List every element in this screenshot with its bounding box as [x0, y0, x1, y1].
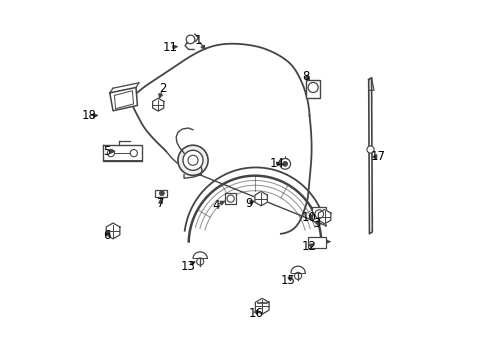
Text: 8: 8 [302, 69, 310, 82]
Polygon shape [152, 98, 164, 111]
Text: 2: 2 [159, 82, 166, 95]
Polygon shape [368, 78, 372, 234]
Polygon shape [106, 223, 120, 239]
Text: 5: 5 [103, 145, 111, 158]
Circle shape [283, 161, 288, 166]
Circle shape [196, 258, 204, 265]
Text: 10: 10 [302, 211, 317, 224]
Polygon shape [255, 298, 269, 314]
Text: 13: 13 [180, 260, 195, 273]
Circle shape [183, 150, 203, 170]
Text: 18: 18 [81, 109, 97, 122]
Circle shape [367, 146, 374, 153]
Text: 7: 7 [157, 197, 165, 210]
Bar [308, 237, 326, 248]
Polygon shape [255, 192, 268, 206]
Polygon shape [318, 210, 331, 224]
Bar [313, 207, 326, 221]
Circle shape [315, 210, 323, 219]
Bar [155, 190, 167, 197]
Text: 16: 16 [248, 307, 263, 320]
Circle shape [178, 145, 208, 175]
Circle shape [294, 273, 302, 279]
Circle shape [308, 82, 318, 93]
Circle shape [130, 149, 137, 157]
Text: 11: 11 [162, 41, 177, 54]
Circle shape [227, 195, 234, 202]
Circle shape [280, 158, 291, 169]
Polygon shape [102, 145, 142, 161]
Text: 15: 15 [281, 274, 295, 287]
Text: 14: 14 [270, 157, 285, 170]
Bar [225, 193, 236, 204]
Text: 17: 17 [370, 150, 385, 163]
Circle shape [159, 191, 164, 196]
Text: 1: 1 [195, 33, 202, 47]
Circle shape [107, 149, 115, 157]
Polygon shape [110, 87, 137, 111]
Text: 6: 6 [103, 229, 111, 242]
Text: 3: 3 [313, 216, 320, 230]
Text: 4: 4 [213, 199, 220, 212]
Bar [306, 80, 320, 98]
Text: 12: 12 [302, 240, 317, 253]
Text: 9: 9 [245, 197, 252, 210]
Circle shape [186, 35, 195, 44]
